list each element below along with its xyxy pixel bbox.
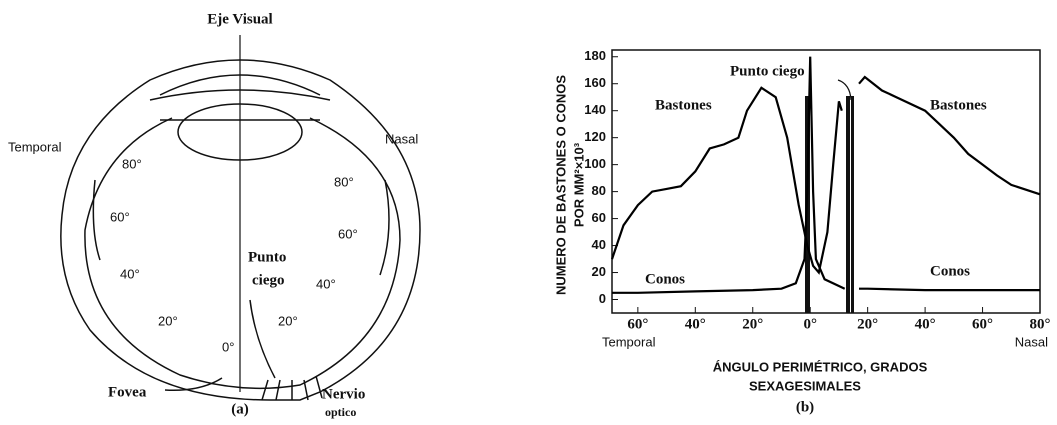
x-tick-label: 60°: [627, 316, 648, 332]
figure: Eje Visual Temporal Nasal Punto ciego Fo…: [0, 0, 1057, 425]
annotation: Conos: [930, 263, 970, 279]
angle-label: 0°: [222, 339, 234, 354]
blind-spot-label: ciego: [252, 272, 284, 288]
visual-axis-label: Eje Visual: [207, 11, 272, 27]
angle-label: 80°: [334, 174, 354, 189]
x-axis-title: ÁNGULO PERIMÉTRICO, GRADOS: [713, 359, 928, 374]
y-tick-label: 140: [584, 102, 606, 117]
blind-spot-label: Punto: [248, 249, 286, 265]
annotation: Punto ciego: [730, 63, 805, 79]
y-tick-label: 40: [592, 237, 606, 252]
y-axis-title: POR MM²×10³: [571, 142, 586, 227]
temporal-label: Temporal: [8, 139, 62, 154]
blind-spot-band: [846, 96, 850, 313]
caption: (a): [231, 401, 249, 417]
y-tick-label: 160: [584, 75, 606, 90]
x-end-label: Temporal: [602, 334, 656, 349]
angle-label: 20°: [278, 313, 298, 328]
annotation: Conos: [645, 271, 685, 287]
nasal-label: Nasal: [385, 131, 418, 146]
optic-nerve-label: Nervio: [322, 386, 365, 402]
y-tick-label: 0: [599, 291, 606, 306]
caption: (b): [796, 399, 814, 415]
annotation: Bastones: [930, 97, 987, 113]
x-tick-label: 0°: [803, 316, 817, 332]
x-tick-label: 20°: [742, 316, 763, 332]
x-tick-label: 40°: [685, 316, 706, 332]
fovea-label: Fovea: [108, 384, 147, 400]
y-tick-label: 120: [584, 129, 606, 144]
page: Eje Visual Temporal Nasal Punto ciego Fo…: [0, 0, 1057, 425]
y-tick-label: 180: [584, 48, 606, 63]
y-axis-title: NUMERO DE BASTONES O CONOS: [553, 75, 568, 295]
x-tick-label: 20°: [857, 316, 878, 332]
x-tick-label: 40°: [915, 316, 936, 332]
x-tick-label: 60°: [972, 316, 993, 332]
x-axis-title: SEXAGESIMALES: [749, 378, 861, 393]
y-tick-label: 60: [592, 210, 606, 225]
angle-label: 60°: [110, 209, 130, 224]
y-tick-label: 100: [584, 156, 606, 171]
x-end-label: Nasal: [1015, 334, 1048, 349]
y-tick-label: 80: [592, 183, 606, 198]
series-line: [612, 57, 1040, 293]
optic-nerve-label: optico: [325, 405, 356, 419]
angle-label: 20°: [158, 313, 178, 328]
angle-labels: 80° 60° 40° 20° 0° 80° 60° 40° 20°: [110, 156, 358, 354]
angle-label: 80°: [122, 156, 142, 171]
y-tick-label: 20: [592, 264, 606, 279]
x-tick-label: 80°: [1030, 316, 1051, 332]
annotation: Bastones: [655, 97, 712, 113]
angle-label: 60°: [338, 226, 358, 241]
angle-label: 40°: [120, 266, 140, 281]
angle-label: 40°: [316, 276, 336, 291]
blind-spot-band: [851, 96, 854, 313]
chart: 0 20 40 60 80 100 120 140 160 180 60° 40° 20° 0° 20° 40…: [553, 48, 1050, 415]
